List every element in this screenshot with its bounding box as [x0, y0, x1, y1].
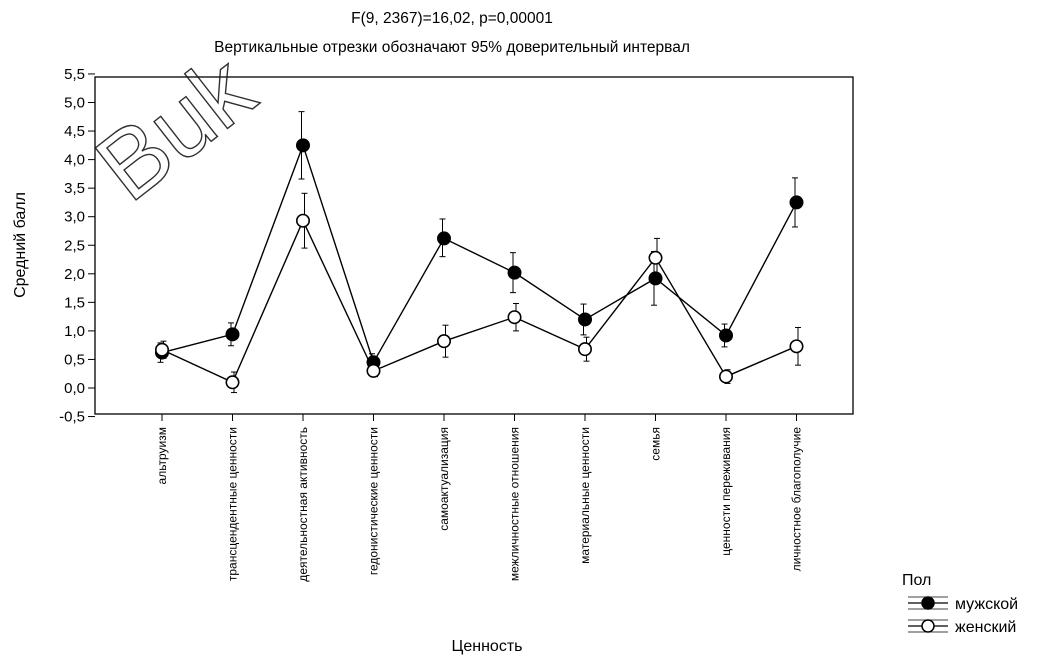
legend-marker-male [921, 596, 935, 610]
x-tick-label: семья [649, 427, 663, 461]
data-point-male [225, 327, 240, 342]
x-axis-label: Ценность [452, 638, 523, 655]
chart-subtitle: Вертикальные отрезки обозначают 95% дове… [214, 39, 690, 56]
series-lines [161, 143, 798, 384]
data-point-female [789, 339, 804, 354]
data-markers [155, 138, 804, 390]
legend-marker-female [921, 619, 935, 633]
data-point-male [577, 312, 592, 327]
x-tick-label: гедонистические ценности [367, 427, 381, 575]
y-tick-label: -0,5 [59, 409, 85, 426]
data-point-male [436, 231, 451, 246]
y-tick-label: 4,0 [64, 152, 85, 169]
x-tick-label: материальные ценности [578, 427, 592, 564]
series-line-female [161, 219, 797, 384]
series-line-male [161, 143, 798, 365]
x-tick-label: ценности переживания [719, 427, 733, 556]
chart-title: F(9, 2367)=16,02, p=0,00001 [351, 10, 553, 27]
x-tick-label: самоактуализация [437, 427, 451, 531]
y-tick-label: 0,5 [64, 351, 85, 368]
data-point-female [648, 250, 663, 265]
x-tick-label: деятельностная активность [296, 427, 310, 582]
legend-title: Пол [902, 572, 931, 589]
data-point-female [577, 342, 592, 357]
y-tick-label: 3,0 [64, 209, 85, 226]
y-tick-label: 2,0 [64, 266, 85, 283]
legend-label-male: мужской [955, 596, 1018, 613]
legend-entry-male: мужской [908, 596, 1018, 613]
data-point-male [789, 195, 804, 210]
y-axis-label: Средний балл [12, 192, 29, 298]
data-point-female [225, 375, 240, 390]
data-point-female [436, 334, 451, 349]
legend-label-female: женский [955, 619, 1016, 636]
y-tick-label: 5,5 [64, 66, 85, 83]
data-point-male [718, 328, 733, 343]
x-tick-label: личностное благополучие [790, 427, 804, 572]
y-axis: -0,5 0,0 0,5 1,0 1,5 2,0 2,5 3,0 3,5 4,0 4,5 5,0 5,5 [59, 66, 95, 426]
y-tick-label: 0,0 [64, 380, 85, 397]
watermark: Buk [77, 35, 274, 222]
x-axis: альтруизм трансцендентные ценности деятель… [155, 414, 804, 582]
data-point-female [295, 213, 310, 228]
data-point-female [366, 363, 381, 378]
error-bars [157, 111, 801, 394]
y-tick-label: 1,0 [64, 323, 85, 340]
y-tick-label: 3,5 [64, 180, 85, 197]
data-point-male [295, 138, 310, 153]
data-point-male [648, 271, 663, 286]
legend-entry-female: женский [908, 619, 1016, 636]
x-tick-label: альтруизм [155, 427, 169, 484]
y-tick-label: 2,5 [64, 237, 85, 254]
data-point-female [507, 310, 522, 325]
y-tick-label: 4,5 [64, 123, 85, 140]
data-point-female [718, 369, 733, 384]
legend: Пол мужской женский [902, 572, 1018, 636]
y-tick-label: 1,5 [64, 294, 85, 311]
y-tick-label: 5,0 [64, 95, 85, 112]
x-tick-label: трансцендентные ценности [226, 427, 240, 581]
x-tick-label: межличностные отношения [508, 427, 522, 581]
data-point-male [507, 265, 522, 280]
data-point-female [155, 342, 170, 357]
